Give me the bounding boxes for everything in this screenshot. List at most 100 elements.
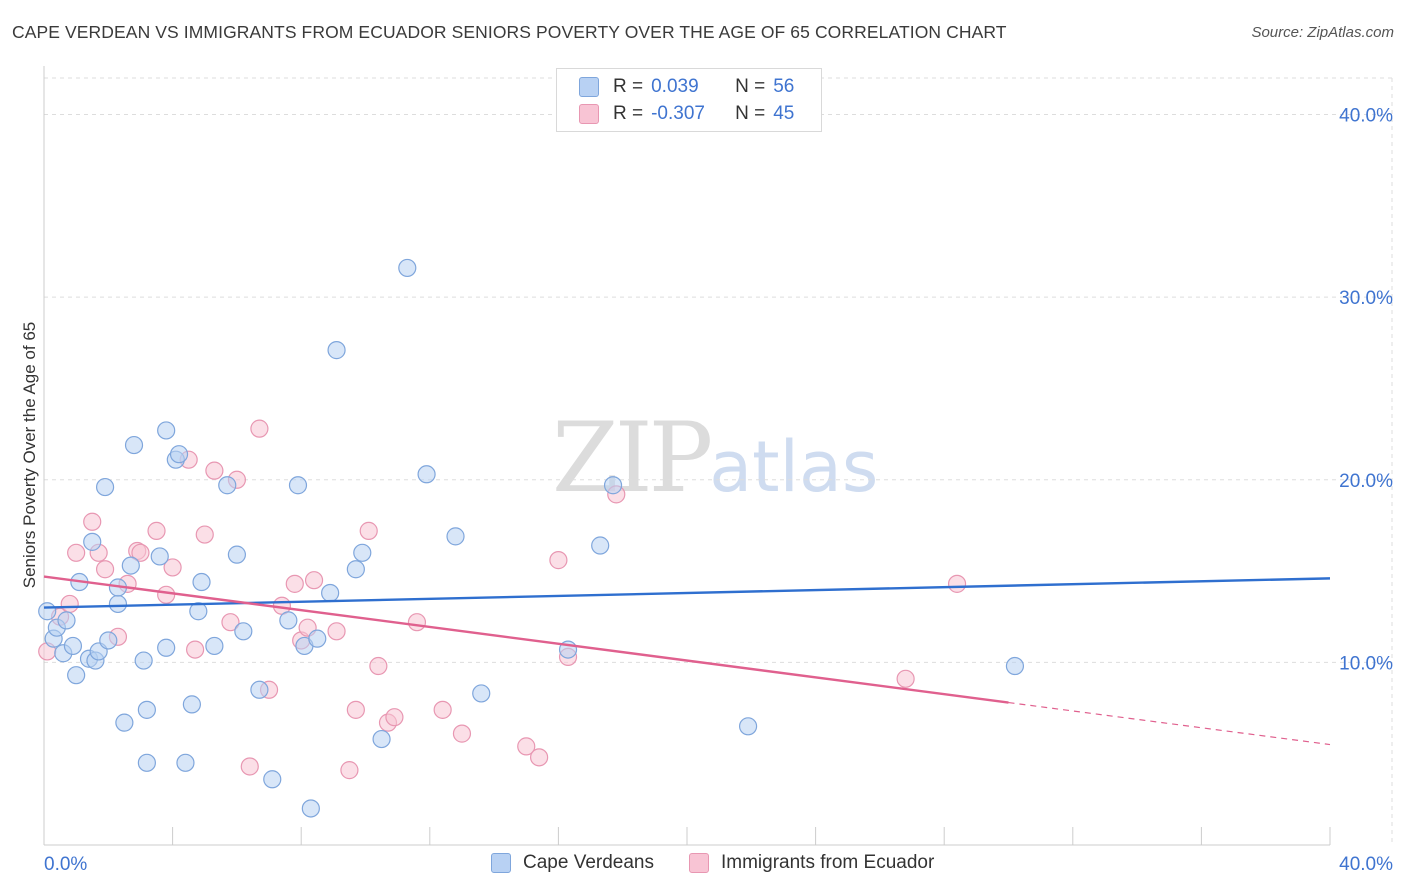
legend-r-label: R =	[613, 76, 644, 97]
cape-verdean-point	[205, 636, 224, 656]
ecuador-point	[896, 669, 915, 688]
cape-verdean-point	[353, 543, 372, 562]
ecuador-point	[67, 543, 86, 562]
legend-item-ecuador: Immigrants from Ecuador	[689, 852, 934, 874]
cape-verdean-point	[150, 547, 169, 566]
legend-n-value: 56	[773, 76, 795, 97]
cape-verdean-point	[327, 341, 346, 360]
series-ecuador-points	[38, 419, 967, 780]
cape-verdean-point	[38, 602, 57, 621]
legend-n-label: N =	[735, 76, 766, 97]
cape-verdean-point	[250, 680, 269, 699]
legend-swatch-cape-verdean	[579, 77, 599, 97]
watermark-atlas: atlas	[709, 426, 879, 508]
ecuador-point	[157, 585, 176, 604]
ecuador-point	[433, 700, 452, 719]
cape-verdean-point	[137, 700, 156, 719]
ecuador-point	[83, 512, 102, 531]
ecuador-point	[947, 574, 967, 593]
legend-r-label: R =	[613, 103, 644, 124]
cape-verdean-point	[398, 258, 417, 278]
cape-verdean-point	[738, 717, 758, 736]
cape-verdean-point	[227, 545, 246, 564]
cape-verdean-point	[108, 594, 128, 614]
cape-verdean-point	[57, 611, 76, 630]
ecuador-point	[240, 757, 259, 776]
y-tick-label: 20.0%	[1339, 471, 1393, 492]
legend-r-value: -0.307	[651, 103, 705, 124]
tick-labels: 10.0% 20.0% 30.0% 40.0% 0.0% 40.0%	[44, 106, 1393, 875]
legend-swatch-cape-verdeans	[491, 853, 511, 873]
cape-verdean-point	[169, 445, 189, 464]
cape-verdean-point	[346, 560, 365, 579]
legend-r-value: 0.039	[651, 76, 699, 97]
y-tick-label: 30.0%	[1339, 288, 1393, 309]
cape-verdean-point	[157, 421, 176, 440]
y-axis-label: Seniors Poverty Over the Age of 65	[20, 321, 39, 589]
cape-verdean-point	[417, 465, 436, 484]
ecuador-trend-extension	[1008, 701, 1331, 746]
source-label: Source: ZipAtlas.com	[1251, 24, 1394, 41]
cape-verdean-point	[137, 753, 156, 772]
ecuador-point	[95, 560, 115, 579]
ecuador-point	[195, 525, 214, 544]
axes	[43, 66, 1331, 846]
ecuador-point	[147, 521, 166, 540]
y-tick-label: 40.0%	[1339, 106, 1393, 127]
ecuador-point	[346, 700, 365, 719]
ecuador-point	[407, 613, 427, 632]
legend-label-cape-verdeans: Cape Verdeans	[523, 852, 654, 873]
legend-n-label: N =	[735, 103, 766, 124]
cape-verdean-point	[603, 476, 623, 495]
stats-legend: R = 0.039 N = 56 R = -0.307 N = 45	[556, 68, 822, 132]
cape-verdean-point	[176, 753, 195, 772]
ecuador-point	[285, 574, 304, 593]
cape-verdean-point	[288, 476, 308, 495]
cape-verdean-point	[83, 532, 102, 551]
cape-verdean-point	[95, 477, 115, 497]
cape-verdean-point	[234, 622, 253, 641]
legend-swatch-ecuador	[689, 853, 709, 873]
cape-verdean-point	[321, 583, 340, 603]
x-tick-label: 0.0%	[44, 854, 87, 875]
ecuador-trend-line	[43, 575, 1009, 704]
cape-verdean-point	[99, 631, 118, 650]
cape-verdean-point	[157, 638, 176, 657]
ecuador-point	[340, 761, 359, 780]
chart-title: CAPE VERDEAN VS IMMIGRANTS FROM ECUADOR …	[12, 22, 1007, 42]
grid-lines	[44, 77, 1393, 845]
cape-verdean-point	[263, 770, 282, 789]
cape-verdean-point	[591, 536, 610, 555]
ecuador-point	[221, 613, 240, 632]
cape-verdean-point	[63, 636, 83, 656]
ecuador-point	[549, 551, 568, 570]
cape-verdean-point	[372, 729, 391, 749]
ecuador-point	[304, 571, 324, 590]
ecuador-point	[517, 737, 536, 756]
series-cape-verdean-points	[38, 258, 1025, 818]
cape-verdean-point	[308, 629, 327, 648]
legend-swatch-ecuador	[579, 104, 599, 124]
ecuador-point	[452, 724, 472, 743]
cape-verdean-point	[182, 695, 201, 714]
legend-row-cape-verdean: R = 0.039 N = 56	[579, 74, 794, 100]
ecuador-point	[359, 521, 378, 540]
cape-verdean-point	[124, 435, 144, 455]
ecuador-point	[250, 419, 269, 438]
cape-verdean-trend-line	[43, 577, 1331, 609]
legend-n-value: 45	[773, 103, 795, 124]
watermark-zip: ZIP	[552, 402, 713, 514]
cape-verdean-point	[121, 556, 140, 575]
ecuador-point	[131, 543, 150, 562]
legend-row-ecuador: R = -0.307 N = 45	[579, 101, 794, 127]
cape-verdean-point	[192, 572, 211, 592]
cape-verdean-point	[301, 799, 320, 818]
ecuador-point	[163, 558, 182, 577]
trend-lines	[43, 575, 1331, 746]
cape-verdean-point	[218, 476, 237, 495]
x-tick-label: 40.0%	[1339, 854, 1393, 875]
legend-label-ecuador: Immigrants from Ecuador	[721, 852, 935, 873]
ecuador-point	[385, 708, 404, 727]
ecuador-point	[327, 622, 346, 641]
